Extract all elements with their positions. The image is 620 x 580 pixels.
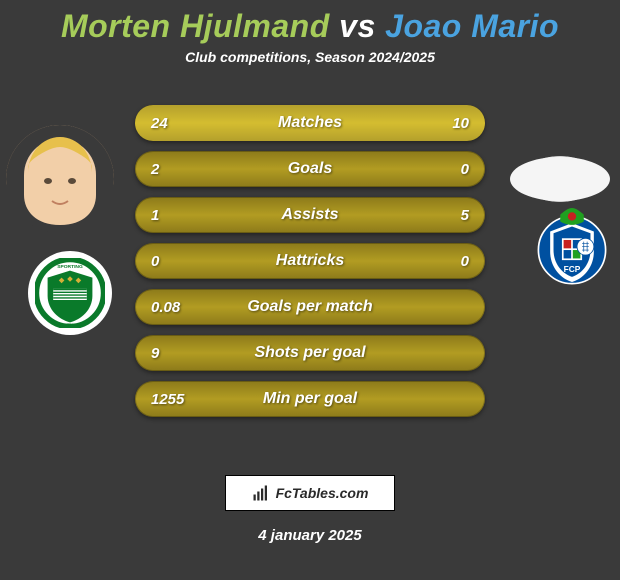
stat-label: Matches (278, 114, 342, 132)
stat-value-left: 9 (151, 345, 159, 362)
player1-avatar (6, 125, 114, 233)
stat-value-left: 0 (151, 253, 159, 270)
svg-text:FCP: FCP (564, 264, 581, 274)
stat-row: 24 Matches 10 (135, 105, 485, 141)
svg-text:SPORTING: SPORTING (57, 264, 83, 270)
stat-label: Min per goal (263, 390, 357, 408)
brand-text: FcTables.com (276, 485, 369, 501)
stat-value-right: 10 (452, 115, 469, 132)
stat-row: 1 Assists 5 (135, 197, 485, 233)
stat-value-right: 5 (461, 207, 469, 224)
player2-club-badge: FCP (530, 203, 614, 287)
stat-value-left: 1 (151, 207, 159, 224)
stat-value-left: 0.08 (151, 299, 180, 316)
stat-label: Goals (288, 160, 332, 178)
stat-row: 0 Hattricks 0 (135, 243, 485, 279)
player2-name: Joao Mario (385, 8, 559, 44)
subtitle: Club competitions, Season 2024/2025 (0, 49, 620, 65)
stat-value-left: 24 (151, 115, 168, 132)
stat-row: 1255 Min per goal (135, 381, 485, 417)
comparison-content: SPORTING PORTUGAL FCP 24Matches102Goals0… (0, 95, 620, 455)
chart-icon (252, 484, 270, 502)
stat-label: Assists (282, 206, 339, 224)
stat-row: 9 Shots per goal (135, 335, 485, 371)
stat-label: Shots per goal (254, 344, 365, 362)
player1-club-badge: SPORTING PORTUGAL (28, 251, 112, 335)
stat-value-right: 0 (461, 253, 469, 270)
stat-value-left: 2 (151, 161, 159, 178)
page-title: Morten Hjulmand vs Joao Mario (0, 0, 620, 45)
svg-text:PORTUGAL: PORTUGAL (56, 323, 83, 328)
date-label: 4 january 2025 (0, 527, 620, 544)
stat-value-left: 1255 (151, 391, 184, 408)
brand-footer[interactable]: FcTables.com (225, 475, 395, 511)
player1-name: Morten Hjulmand (61, 8, 330, 44)
player1-face-icon (6, 125, 114, 233)
stat-row: 0.08 Goals per match (135, 289, 485, 325)
stat-bars: 24 Matches 10 2 Goals 0 1 Assists 5 0 Hattricks 0 0.… (135, 105, 485, 417)
stat-row: 2 Goals 0 (135, 151, 485, 187)
sporting-badge-icon: SPORTING PORTUGAL (35, 258, 105, 328)
vs-text: vs (339, 8, 376, 44)
stat-label: Hattricks (276, 252, 344, 270)
stat-value-right: 0 (461, 161, 469, 178)
porto-badge-icon: FCP (530, 203, 614, 287)
stat-label: Goals per match (247, 298, 372, 316)
